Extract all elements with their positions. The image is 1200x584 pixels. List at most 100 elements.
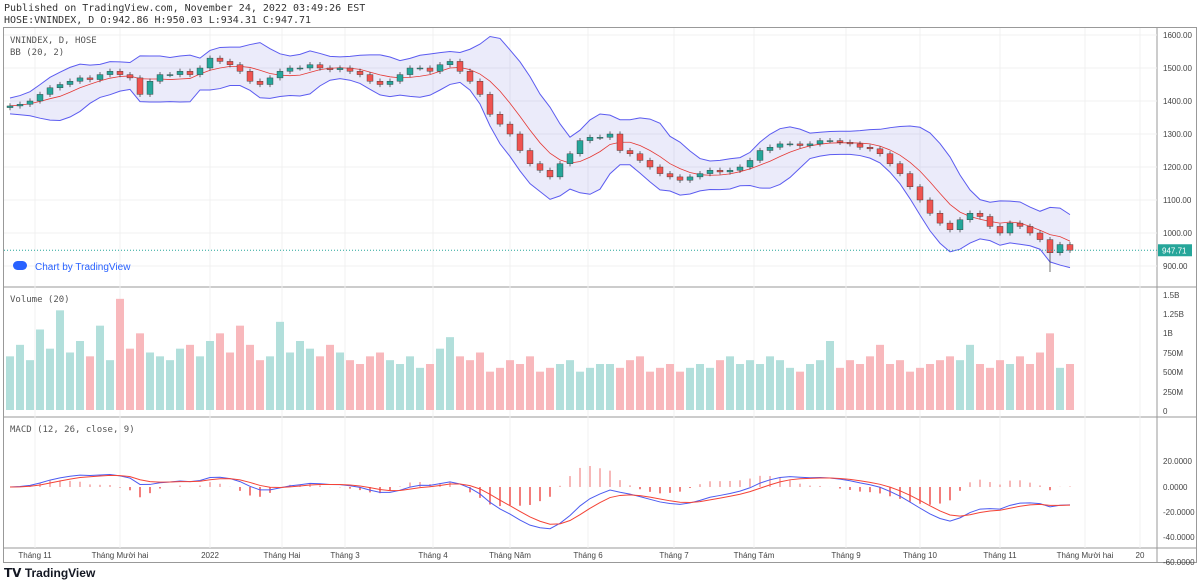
last-price-badge: [1158, 244, 1192, 257]
candle: [226, 61, 234, 65]
volume-bar: [946, 356, 954, 410]
volume-tick-label: 250M: [1163, 388, 1183, 397]
volume-bar: [146, 352, 154, 410]
volume-bar: [1046, 333, 1054, 410]
time-tick-label: Tháng Mười hai: [1057, 551, 1114, 560]
volume-bar: [636, 356, 644, 410]
candle: [386, 80, 394, 85]
volume-bar: [936, 360, 944, 410]
price-tick-label: 1500.00: [1163, 64, 1192, 73]
candle: [426, 67, 434, 72]
volume-bar: [996, 360, 1004, 410]
volume-bar: [1006, 364, 1014, 410]
volume-bar: [86, 356, 94, 410]
price-tick-label: 900.00: [1163, 262, 1188, 271]
candle: [346, 67, 354, 72]
volume-bar: [196, 356, 204, 410]
candle: [366, 74, 374, 82]
volume-legend: Volume (20): [10, 295, 70, 305]
volume-bar: [16, 344, 24, 410]
candle: [116, 71, 124, 75]
volume-bar: [136, 333, 144, 410]
tradingview-logo[interactable]: 𝗧𝗩 TradingView: [4, 566, 96, 580]
volume-bar: [956, 360, 964, 410]
volume-bar: [236, 325, 244, 410]
volume-bar: [416, 367, 424, 410]
candle: [1046, 239, 1054, 254]
candle: [526, 150, 534, 164]
candle: [676, 176, 684, 181]
candle: [806, 143, 814, 146]
candle: [636, 153, 644, 161]
volume-bar: [256, 360, 264, 410]
candle: [626, 150, 634, 154]
volume-bar: [726, 356, 734, 410]
candle: [266, 77, 274, 85]
chart-by-tradingview-link[interactable]: Chart by TradingView: [13, 261, 130, 273]
candle: [536, 163, 544, 171]
price-tick-label: 1200.00: [1163, 163, 1192, 172]
time-tick-label: Tháng 3: [330, 551, 360, 560]
candle: [466, 71, 474, 82]
candle: [166, 74, 174, 76]
volume-bar: [696, 364, 704, 410]
volume-bar: [756, 364, 764, 410]
candle: [1026, 226, 1034, 234]
volume-bar: [276, 321, 284, 410]
candle: [936, 212, 944, 224]
candle: [16, 104, 24, 107]
candle: [816, 140, 824, 145]
candle: [56, 84, 64, 88]
volume-bar: [666, 364, 674, 410]
candle: [516, 133, 524, 151]
volume-bar: [176, 348, 184, 410]
volume-bar: [396, 364, 404, 410]
volume-bar: [866, 356, 874, 410]
candle: [946, 222, 954, 230]
volume-bar: [1066, 364, 1074, 410]
candle: [326, 67, 334, 70]
candle: [476, 80, 484, 95]
candle: [406, 67, 414, 75]
price-tick-label: 1600.00: [1163, 31, 1192, 40]
volume-bar: [526, 356, 534, 410]
volume-bar: [516, 364, 524, 410]
volume-bar: [366, 356, 374, 410]
chart-frame[interactable]: [3, 27, 1197, 563]
volume-tick-label: 0: [1163, 407, 1168, 416]
volume-bar: [466, 360, 474, 410]
bollinger-lower-line: [9, 78, 1071, 269]
candle: [916, 186, 924, 201]
candle: [396, 74, 404, 82]
candle: [656, 166, 664, 174]
candle: [996, 226, 1004, 234]
candle: [646, 160, 654, 168]
volume-bar: [26, 360, 34, 410]
volume-bar: [106, 360, 114, 410]
volume-bar: [66, 352, 74, 410]
macd-tick-label: -20.0000: [1163, 508, 1195, 517]
candle: [456, 61, 464, 72]
candle: [76, 77, 84, 82]
candle: [686, 176, 694, 181]
volume-bar: [916, 367, 924, 410]
volume-bar: [816, 360, 824, 410]
time-tick-label: Tháng 10: [903, 551, 937, 560]
volume-bar: [626, 360, 634, 410]
macd-tick-label: -40.0000: [1163, 533, 1195, 542]
volume-bar: [856, 364, 864, 410]
volume-bar: [706, 367, 714, 410]
volume-bar: [56, 310, 64, 410]
candle: [826, 140, 834, 142]
price-tick-label: 1100.00: [1163, 196, 1192, 205]
volume-bar: [76, 341, 84, 410]
volume-bar: [746, 360, 754, 410]
candle: [1006, 222, 1014, 234]
time-tick-label: Tháng 4: [418, 551, 448, 560]
candle: [66, 80, 74, 85]
volume-bar: [676, 371, 684, 410]
volume-bar: [986, 367, 994, 410]
time-tick-label: 2022: [201, 551, 219, 560]
volume-bar: [446, 337, 454, 410]
